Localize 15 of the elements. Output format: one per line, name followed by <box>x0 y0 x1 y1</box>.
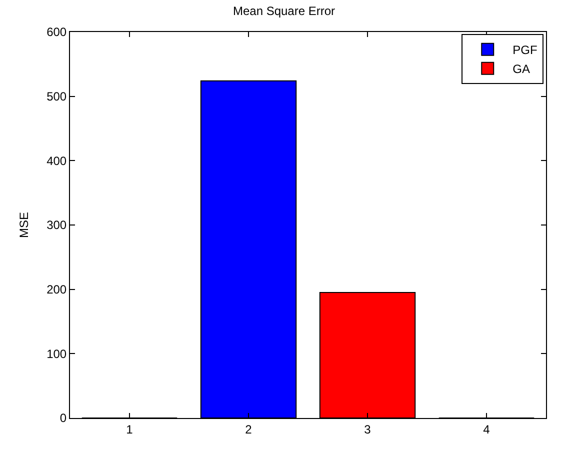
legend-label: GA <box>512 62 530 76</box>
legend-label: PGF <box>512 43 538 58</box>
y-tick-label: 600 <box>46 25 67 40</box>
y-tick-label: 0 <box>60 411 67 426</box>
y-tick-label: 400 <box>46 154 67 168</box>
x-tick-label: 1 <box>126 422 134 436</box>
x-tick-label: 2 <box>245 422 252 436</box>
y-axis-title: MSE <box>16 212 31 238</box>
y-tick-label: 500 <box>46 90 67 104</box>
x-tick-label: 3 <box>364 422 372 436</box>
y-tick-label: 200 <box>46 282 67 297</box>
y-tick-label: 300 <box>46 218 67 232</box>
x-tick-label: 4 <box>483 422 490 436</box>
chart-title: Mean Square Error <box>232 4 336 18</box>
y-tick-label: 100 <box>46 346 67 361</box>
